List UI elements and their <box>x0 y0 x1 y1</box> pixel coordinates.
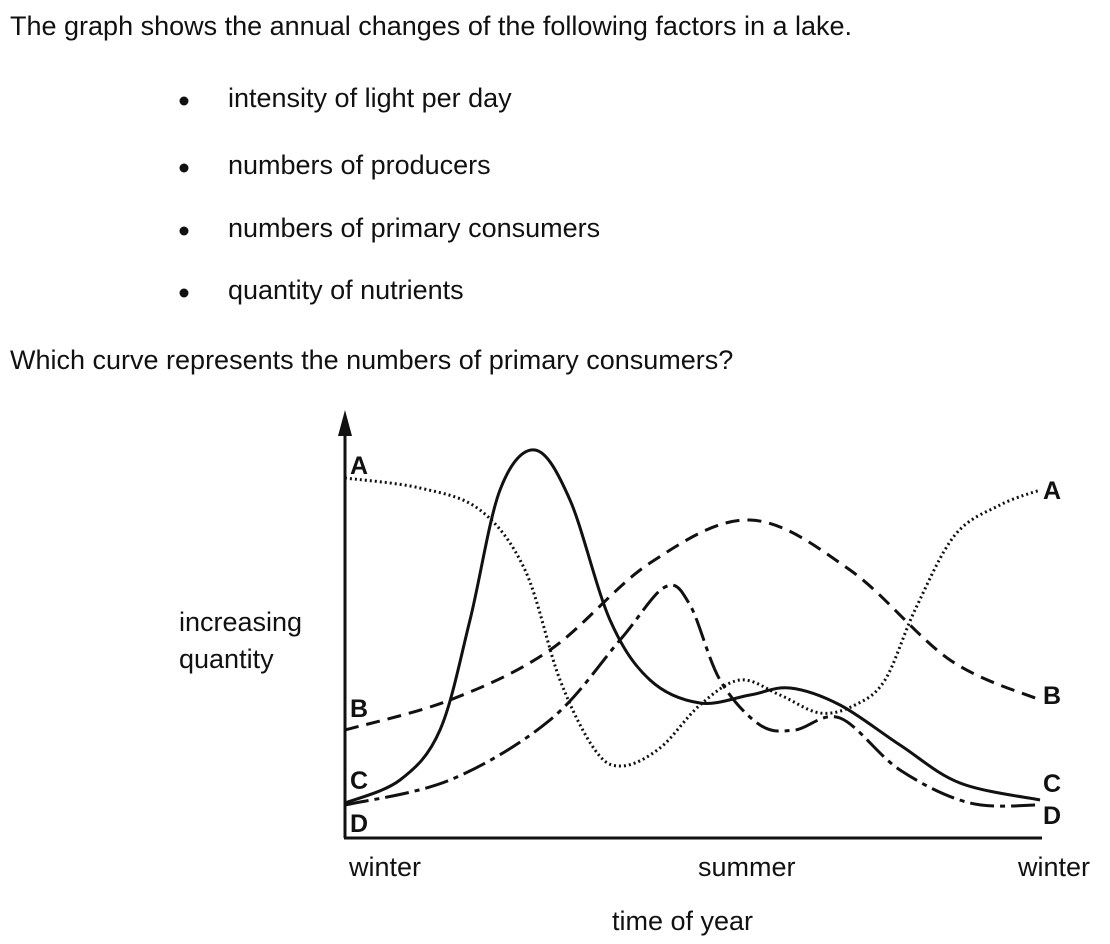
bullet-text: intensity of light per day <box>228 83 512 113</box>
curve-label: A <box>350 452 368 480</box>
x-label: winter <box>1017 852 1090 882</box>
y-axis-label: quantity <box>179 644 274 674</box>
curve-d <box>344 583 1041 808</box>
x-axis-title: time of year <box>612 906 753 936</box>
x-label: winter <box>348 852 421 882</box>
x-label: summer <box>698 852 796 882</box>
bullet-text: numbers of producers <box>228 150 491 180</box>
curve-label: D <box>350 810 368 838</box>
axis-arrow <box>338 410 352 436</box>
bullet-dot <box>179 226 189 236</box>
curve-label: C <box>350 767 368 795</box>
bullet-dot <box>179 288 189 298</box>
intro: The graph shows the annual changes of th… <box>10 11 852 41</box>
y-axis-label: increasing <box>179 607 302 637</box>
curve-label: D <box>1043 802 1061 830</box>
prompt: Which curve represents the numbers of pr… <box>10 345 733 375</box>
curve-label: A <box>1043 477 1061 505</box>
bullet-dot <box>179 96 189 106</box>
curve-label: B <box>350 695 368 723</box>
bullet-text: quantity of nutrients <box>228 275 464 305</box>
curve-a <box>344 476 1041 768</box>
curve-c <box>344 448 1041 805</box>
curve-b <box>344 518 1041 732</box>
bullet-dot <box>179 163 189 173</box>
curve-label: B <box>1043 682 1061 710</box>
bullet-text: numbers of primary consumers <box>228 213 600 243</box>
curve-label: C <box>1043 770 1061 798</box>
